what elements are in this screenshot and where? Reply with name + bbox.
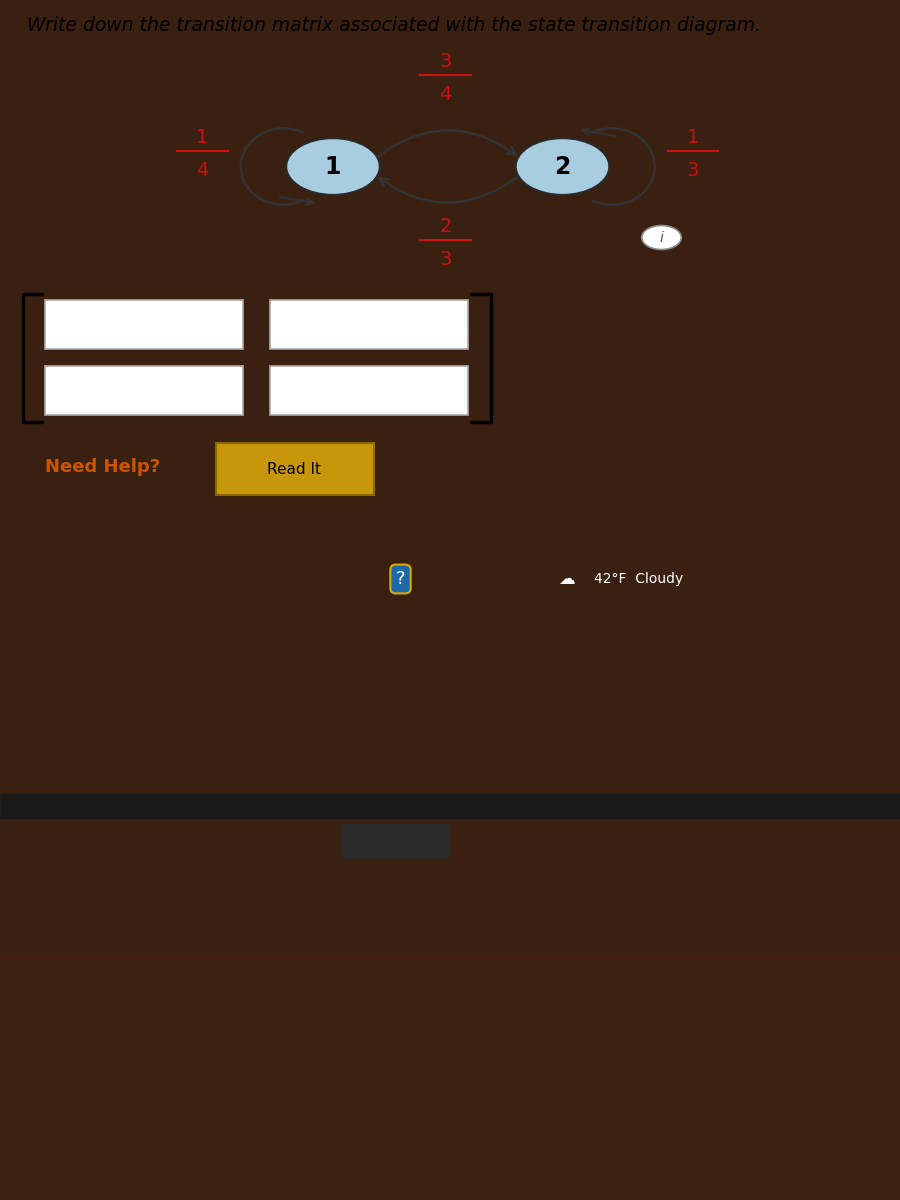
FancyBboxPatch shape bbox=[45, 366, 243, 415]
Text: 1: 1 bbox=[196, 128, 209, 148]
FancyBboxPatch shape bbox=[216, 443, 374, 496]
Text: 1: 1 bbox=[687, 128, 699, 148]
Text: 2: 2 bbox=[439, 217, 452, 236]
FancyBboxPatch shape bbox=[45, 300, 243, 349]
FancyBboxPatch shape bbox=[0, 953, 900, 1200]
FancyBboxPatch shape bbox=[342, 823, 450, 859]
Text: 4: 4 bbox=[439, 85, 452, 103]
Text: i: i bbox=[660, 230, 663, 245]
Text: 2: 2 bbox=[554, 155, 571, 179]
Text: 3: 3 bbox=[687, 161, 699, 180]
Text: Read It: Read It bbox=[267, 462, 321, 478]
FancyBboxPatch shape bbox=[270, 300, 468, 349]
Circle shape bbox=[286, 138, 380, 194]
Text: 42°F  Cloudy: 42°F Cloudy bbox=[594, 572, 683, 586]
Text: Write down the transition matrix associated with the state transition diagram.: Write down the transition matrix associa… bbox=[27, 17, 761, 35]
Text: 1: 1 bbox=[325, 155, 341, 179]
FancyBboxPatch shape bbox=[270, 366, 468, 415]
Text: Need Help?: Need Help? bbox=[45, 458, 160, 476]
Text: 4: 4 bbox=[196, 161, 209, 180]
Circle shape bbox=[642, 226, 681, 250]
Text: ☁: ☁ bbox=[558, 570, 574, 588]
Text: 3: 3 bbox=[439, 52, 452, 71]
Text: ?: ? bbox=[396, 570, 405, 588]
Text: 3: 3 bbox=[439, 250, 452, 269]
Circle shape bbox=[516, 138, 609, 194]
